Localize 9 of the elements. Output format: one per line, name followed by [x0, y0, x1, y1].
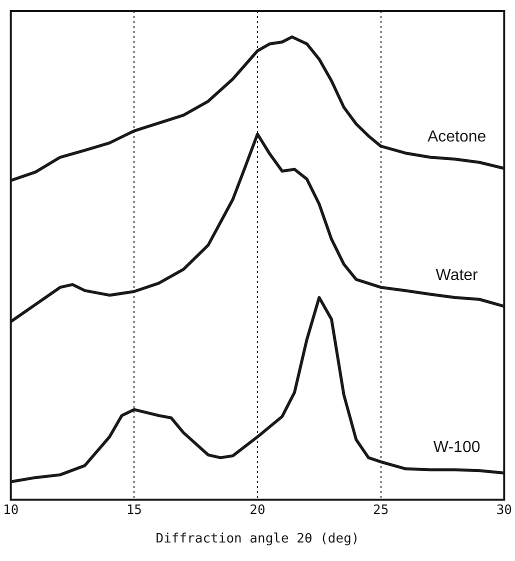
x-tick-label: 15 [126, 502, 142, 518]
x-tick-label: 10 [3, 502, 19, 518]
series-label: Water [436, 266, 479, 284]
x-axis-title: Diffraction angle 2θ (deg) [156, 532, 360, 547]
series-label: W-100 [433, 439, 480, 456]
series-label: Acetone [427, 128, 486, 146]
x-tick-label: 30 [496, 502, 512, 518]
x-tick-label: 25 [373, 502, 389, 518]
x-tick-label: 20 [250, 502, 266, 518]
